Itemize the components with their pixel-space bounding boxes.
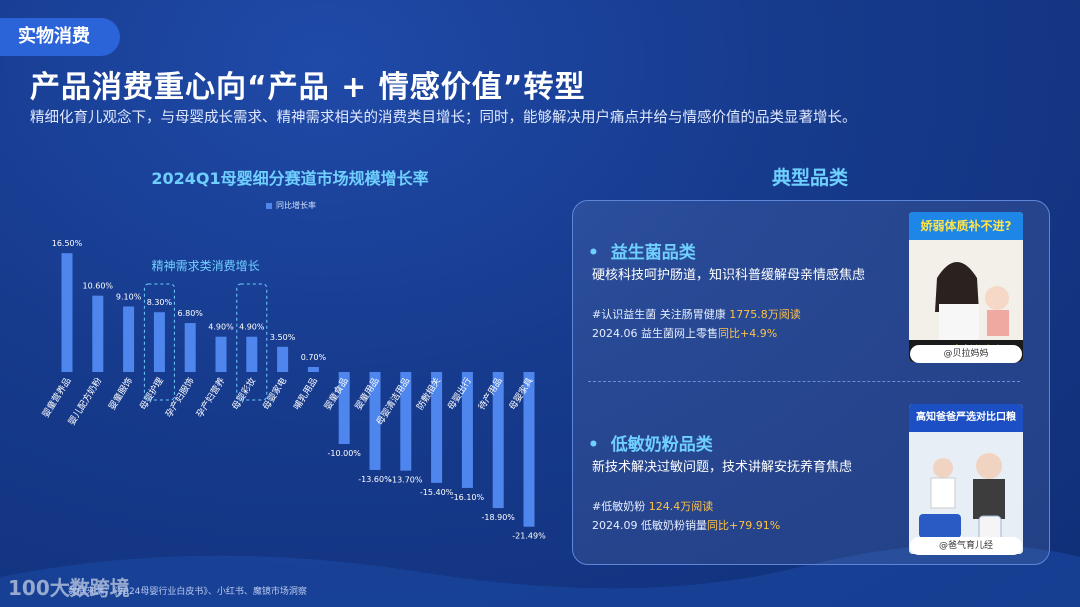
category-label: 孕产妇营养	[194, 375, 228, 420]
bar-4	[184, 323, 196, 372]
data-source: 数据来源：《2024母婴行业白皮书》、小红书、魔镜市场洞察	[68, 587, 307, 597]
bar-value-label: 9.10%	[116, 292, 142, 301]
bar-14	[492, 372, 504, 509]
legend-label: 同比增长率	[276, 201, 316, 210]
chart-annotation: 精神需求类消费增长	[152, 259, 260, 273]
category-label: 婴童服饰	[106, 375, 135, 412]
stat-text: 2024.06 益生菌网上零售	[592, 327, 718, 340]
chart-title: 2024Q1母婴细分赛道市场规模增长率	[151, 169, 429, 188]
bar-value-label: -21.49%	[512, 532, 546, 541]
bar-value-label: 16.50%	[52, 239, 83, 248]
category-title-hypoallergenic: • 低敏奶粉品类	[588, 430, 713, 455]
bar-11	[400, 372, 412, 471]
stat-highlight: 124.4万阅读	[648, 500, 714, 513]
bar-value-label: -18.90%	[482, 513, 516, 522]
category-label: 母婴彩妆	[229, 375, 258, 412]
chart-legend: 同比增长率	[266, 200, 316, 211]
highlight-box	[143, 283, 175, 401]
bullet: •	[588, 435, 599, 455]
bar-value-label: -15.40%	[420, 488, 454, 497]
panel-divider	[588, 381, 1020, 382]
bullet: •	[588, 243, 599, 263]
bar-7	[277, 346, 289, 372]
category-stat-probiotic-2: 2024.06 益生菌网上零售同比+4.9%	[592, 325, 777, 341]
bar-1	[92, 295, 104, 372]
bar-value-label: 6.80%	[177, 309, 203, 318]
category-title-probiotic: • 益生菌品类	[588, 238, 696, 263]
bar-value-label: 3.50%	[270, 333, 296, 342]
bar-value-label: -13.70%	[389, 476, 423, 485]
category-label: 婴童营养品	[40, 375, 74, 420]
category-label: 哺乳用品	[291, 375, 320, 412]
stat-highlight: 同比+79.91%	[706, 519, 781, 532]
bar-9	[338, 372, 350, 444]
bar-15	[523, 372, 535, 527]
thumb-headline: 高知爸爸严选对比口粮	[909, 404, 1023, 432]
bar-value-label: 0.70%	[301, 353, 327, 362]
author-badge-2: @爸气育儿经	[910, 537, 1022, 555]
bar-5	[215, 336, 227, 372]
stat-text: #认识益生菌 关注肠胃健康	[592, 308, 730, 321]
bar-6	[246, 336, 258, 372]
category-name: 低敏奶粉品类	[610, 435, 713, 455]
category-desc-hypoallergenic: 新技术解决过敏问题，技术讲解安抚养育焦虑	[592, 460, 853, 475]
bottom-wave	[0, 544, 1080, 607]
stat-text: 2024.09 低敏奶粉销量	[592, 519, 707, 532]
thumb-headline: 娇弱体质补不进?	[909, 212, 1023, 240]
mother-child-photo-icon	[909, 240, 1023, 340]
bar-12	[431, 372, 443, 483]
category-stat-hypoallergenic-2: 2024.09 低敏奶粉销量同比+79.91%	[592, 517, 780, 533]
bar-value-label: -16.10%	[451, 493, 485, 502]
stat-highlight: 1775.8万阅读	[729, 308, 801, 321]
stat-text: #低敏奶粉	[592, 500, 649, 513]
bar-2	[123, 306, 135, 372]
brand-logo: 100大数跨境	[8, 576, 130, 600]
bar-0	[61, 253, 73, 372]
bar-value-label: 4.90%	[239, 323, 265, 332]
category-stat-hypoallergenic-1: #低敏奶粉 124.4万阅读	[592, 498, 713, 514]
section-tag: 实物消费	[0, 18, 120, 56]
page-title: 产品消费重心向“产品 + 情感价值”转型	[30, 70, 586, 105]
bar-value-label: 10.60%	[83, 282, 114, 291]
author-badge-1: @贝拉妈妈	[910, 345, 1022, 363]
category-label: 母婴家电	[260, 375, 289, 412]
highlight-box	[236, 283, 268, 401]
bar-value-label: -13.60%	[358, 475, 392, 484]
category-label: 孕产妇服饰	[163, 375, 197, 420]
bar-3	[153, 312, 165, 372]
probiotic-post-thumbnail[interactable]: 娇弱体质补不进? 90%家长都忽视	[909, 212, 1023, 362]
legend-swatch	[266, 202, 272, 209]
bar-value-label: 4.90%	[208, 323, 234, 332]
bar-10	[369, 372, 381, 470]
page-subtitle: 精细化育儿观念下，与母婴成长需求、精神需求相关的消费类目增长；同时，能够解决用户…	[30, 110, 857, 126]
typical-category-title: 典型品类	[771, 167, 848, 189]
bar-value-label: 8.30%	[147, 298, 173, 307]
category-name: 益生菌品类	[610, 243, 696, 263]
family-photo-icon	[909, 432, 1023, 554]
category-desc-probiotic: 硬核科技呵护肠道，知识科普缓解母亲情感焦虑	[592, 268, 866, 283]
bar-13	[461, 372, 473, 488]
stat-highlight: 同比+4.9%	[717, 327, 778, 340]
bar-8	[307, 366, 319, 372]
category-label: 母婴护理	[137, 375, 166, 412]
category-stat-probiotic-1: #认识益生菌 关注肠胃健康 1775.8万阅读	[592, 306, 801, 322]
bar-value-label: -10.00%	[328, 449, 362, 458]
hypoallergenic-post-thumbnail[interactable]: 高知爸爸严选对比口粮	[909, 404, 1023, 554]
